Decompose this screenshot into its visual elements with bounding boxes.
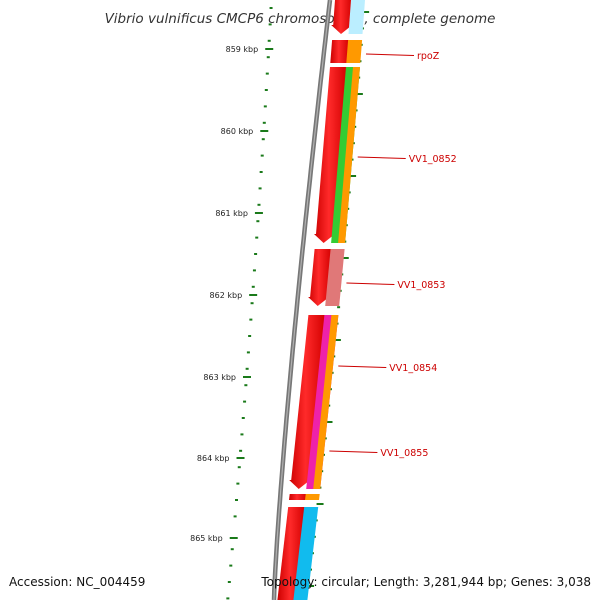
kbp-label: 861 kbp	[215, 209, 248, 218]
gene-label[interactable]: VV1_0855	[380, 448, 428, 459]
cog-band-secondary	[313, 315, 339, 489]
kbp-label: 860 kbp	[221, 127, 254, 136]
topology-text: Topology: circular; Length: 3,281,944 bp…	[261, 575, 591, 589]
forward-strand-arrow	[314, 67, 347, 243]
gene-leader-line	[365, 53, 415, 56]
gene-leader-line	[329, 450, 378, 453]
gene-feature	[289, 315, 339, 489]
cog-band	[346, 40, 363, 63]
gene-label[interactable]: VV1_0852	[409, 154, 457, 165]
gene-feature	[314, 67, 360, 243]
gene-label[interactable]: VV1_0853	[397, 280, 445, 291]
forward-strand-arrow	[308, 249, 332, 306]
kbp-label: 862 kbp	[210, 291, 243, 300]
forward-strand-arrow	[289, 315, 326, 489]
kbp-label: 859 kbp	[226, 45, 259, 54]
gene-feature	[289, 494, 320, 500]
gene-feature	[331, 0, 365, 34]
chromosome-backbone-highlight	[273, 0, 331, 600]
gene-feature	[330, 40, 363, 63]
cog-band-secondary	[338, 67, 360, 243]
kbp-label: 865 kbp	[190, 534, 223, 543]
gene-feature	[277, 507, 319, 600]
accession-text: Accession: NC_004459	[9, 575, 146, 589]
cog-band	[293, 507, 319, 600]
cog-band	[325, 249, 345, 306]
forward-strand-arrow	[331, 0, 353, 34]
forward-strand-arrow	[289, 494, 307, 500]
gene-feature	[308, 249, 345, 306]
gene-label[interactable]: VV1_0854	[389, 363, 437, 374]
forward-strand-arrow	[330, 40, 350, 63]
forward-strand-arrow	[277, 507, 306, 600]
kbp-label: 863 kbp	[203, 373, 236, 382]
gene-leader-line	[346, 282, 395, 285]
gene-labels: rpoZ VV1_0852 VV1_0853 VV1_0854 VV1_0855	[329, 51, 457, 459]
gene-features	[277, 0, 365, 600]
gene-leader-line	[357, 156, 406, 159]
map-title: Vibrio vulnificus CMCP6 chromosome I, co…	[105, 11, 496, 27]
backbone	[271, 0, 333, 600]
gene-leader-line	[338, 365, 387, 368]
cog-band	[348, 0, 365, 34]
kbp-label: 864 kbp	[197, 454, 230, 463]
gene-label[interactable]: rpoZ	[417, 51, 440, 62]
cog-band	[305, 494, 320, 500]
